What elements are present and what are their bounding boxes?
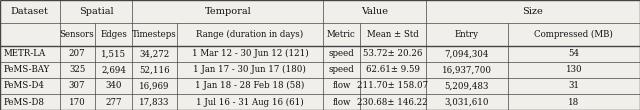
Text: 207: 207 <box>69 49 85 58</box>
Text: speed: speed <box>328 65 355 74</box>
Text: 7,094,304: 7,094,304 <box>444 49 489 58</box>
Text: 54: 54 <box>568 49 579 58</box>
Text: 17,833: 17,833 <box>140 98 170 107</box>
Text: 130: 130 <box>566 65 582 74</box>
Text: 230.68± 146.22: 230.68± 146.22 <box>357 98 428 107</box>
Text: flow: flow <box>332 81 351 90</box>
Text: METR-LA: METR-LA <box>4 49 46 58</box>
Text: PeMS-D4: PeMS-D4 <box>4 81 45 90</box>
Text: Value: Value <box>361 7 388 16</box>
Text: Metric: Metric <box>327 30 356 39</box>
Text: 277: 277 <box>106 98 122 107</box>
Text: 170: 170 <box>68 98 86 107</box>
Text: 1,515: 1,515 <box>101 49 126 58</box>
Text: Compressed (MB): Compressed (MB) <box>534 30 613 39</box>
Text: 2,694: 2,694 <box>101 65 126 74</box>
Text: 34,272: 34,272 <box>140 49 170 58</box>
Text: PeMS-D8: PeMS-D8 <box>4 98 45 107</box>
Text: Edges: Edges <box>100 30 127 39</box>
Text: 1 Jul 16 - 31 Aug 16 (61): 1 Jul 16 - 31 Aug 16 (61) <box>196 97 304 107</box>
Text: 340: 340 <box>106 81 122 90</box>
Text: 62.61± 9.59: 62.61± 9.59 <box>365 65 420 74</box>
Text: 53.72± 20.26: 53.72± 20.26 <box>363 49 422 58</box>
Text: 1 Jan 18 - 28 Feb 18 (58): 1 Jan 18 - 28 Feb 18 (58) <box>195 81 305 91</box>
Text: 325: 325 <box>69 65 85 74</box>
Text: 16,937,700: 16,937,700 <box>442 65 492 74</box>
Text: Mean ± Std: Mean ± Std <box>367 30 419 39</box>
Text: 3,031,610: 3,031,610 <box>444 98 489 107</box>
Text: Spatial: Spatial <box>79 7 113 16</box>
Text: Size: Size <box>522 7 543 16</box>
Text: speed: speed <box>328 49 355 58</box>
Text: Range (duration in days): Range (duration in days) <box>196 30 303 39</box>
Text: PeMS-BAY: PeMS-BAY <box>4 65 50 74</box>
Text: 18: 18 <box>568 98 579 107</box>
Text: 211.70± 158.07: 211.70± 158.07 <box>357 81 428 90</box>
Text: 52,116: 52,116 <box>140 65 170 74</box>
Text: Dataset: Dataset <box>11 7 49 16</box>
Text: 16,969: 16,969 <box>140 81 170 90</box>
Text: Sensors: Sensors <box>60 30 95 39</box>
Text: 31: 31 <box>568 81 579 90</box>
Text: Timesteps: Timesteps <box>132 30 177 39</box>
Text: 307: 307 <box>69 81 85 90</box>
Text: Entry: Entry <box>454 30 479 39</box>
Text: flow: flow <box>332 98 351 107</box>
Text: 5,209,483: 5,209,483 <box>444 81 489 90</box>
Text: 1 Mar 12 - 30 Jun 12 (121): 1 Mar 12 - 30 Jun 12 (121) <box>191 49 308 58</box>
Text: Temporal: Temporal <box>204 7 252 16</box>
Text: 1 Jan 17 - 30 Jun 17 (180): 1 Jan 17 - 30 Jun 17 (180) <box>193 65 307 74</box>
